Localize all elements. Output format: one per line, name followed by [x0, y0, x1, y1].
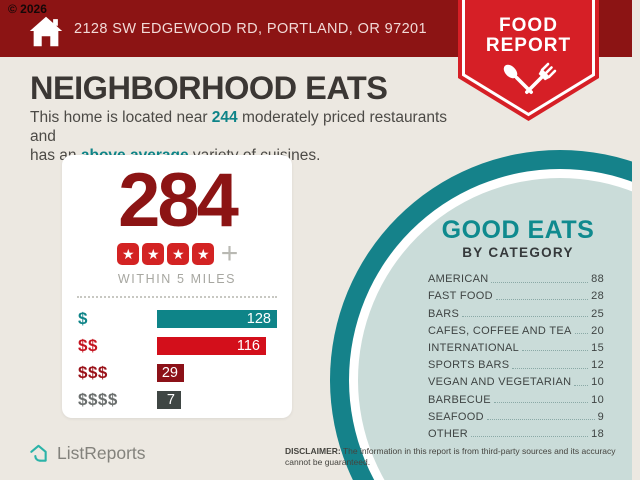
category-label: SPORTS BARS — [428, 359, 510, 372]
intro-line-1: This home is located near 244 moderately… — [30, 108, 470, 146]
good-eats-subtitle: BY CATEGORY — [462, 245, 574, 260]
category-row: OTHER 18 — [428, 423, 604, 440]
property-address: 2128 SW EDGEWOOD RD, PORTLAND, OR 97201 — [74, 20, 427, 37]
intro-segment: This home is located near — [30, 109, 212, 126]
category-row: SPORTS BARS 12 — [428, 354, 604, 371]
page-title: NEIGHBORHOOD EATS — [30, 70, 388, 106]
price-bar: 29 — [157, 364, 184, 382]
copyright-text: © 2026 — [8, 2, 47, 16]
category-value: 10 — [591, 393, 604, 406]
plus-icon: + — [220, 237, 239, 270]
category-value: 15 — [591, 341, 604, 354]
category-row: FAST FOOD 28 — [428, 285, 604, 302]
badge-ribbon-shape — [458, 0, 599, 121]
star-icon: ★ — [117, 243, 140, 265]
category-row: SEAFOOD 9 — [428, 406, 604, 423]
brand-name: ListReports — [57, 443, 146, 463]
category-label: AMERICAN — [428, 273, 489, 286]
dotted-leader — [491, 281, 589, 283]
category-label: INTERNATIONAL — [428, 341, 520, 354]
dotted-leader — [574, 384, 589, 386]
dotted-leader — [495, 298, 589, 300]
category-value: 12 — [591, 359, 604, 372]
intro-segment: moderately priced restaurants and — [30, 109, 448, 145]
good-eats-header: GOOD EATS BY CATEGORY — [428, 217, 608, 260]
category-value: 25 — [591, 307, 604, 320]
price-bar-row: $$$ 29 — [78, 363, 292, 382]
dotted-leader — [462, 316, 589, 318]
badge-title-line2: REPORT — [485, 35, 572, 56]
dotted-divider — [77, 296, 277, 298]
price-tier-label: $$ — [78, 336, 98, 355]
category-label: BARBECUE — [428, 393, 491, 406]
category-label: OTHER — [428, 427, 468, 440]
home-icon — [29, 16, 63, 47]
food-report-badge: FOOD REPORT — [458, 0, 599, 122]
dotted-leader — [512, 367, 589, 369]
dotted-leader — [522, 350, 589, 352]
star-rating: ★ ★ ★ ★ + — [62, 237, 292, 270]
price-tier-label: $ — [78, 309, 88, 328]
dotted-leader — [493, 402, 589, 403]
good-eats-title: GOOD EATS — [441, 216, 595, 244]
disclaimer-text: DISCLAIMER: The information in this repo… — [285, 446, 630, 467]
price-bar: 128 — [157, 310, 277, 328]
category-value: 18 — [591, 427, 604, 440]
category-value: 9 — [597, 410, 604, 423]
category-value: 20 — [591, 324, 604, 337]
category-label: FAST FOOD — [428, 290, 493, 303]
dotted-leader — [471, 436, 589, 438]
total-restaurants-count: 284 — [118, 158, 239, 243]
utensils-icon — [503, 62, 556, 94]
category-row: AMERICAN 88 — [428, 268, 604, 285]
dotted-leader — [486, 419, 595, 421]
category-value: 28 — [591, 290, 604, 303]
right-margin-gutter — [632, 0, 640, 480]
price-tier-label: $$$$ — [78, 390, 118, 409]
price-bar-row: $$$$ 7 — [78, 390, 292, 409]
price-bar-row: $128 — [78, 309, 292, 328]
listreports-logo: ListReports — [28, 443, 146, 464]
category-row: BARS 25 — [428, 302, 604, 320]
price-bar: 116 — [157, 337, 266, 355]
category-label: SEAFOOD — [428, 410, 484, 423]
category-row: INTERNATIONAL 15 — [428, 337, 604, 354]
category-label: VEGAN AND VEGETARIAN — [428, 376, 572, 389]
radius-caption: WITHIN 5 MILES — [117, 272, 237, 286]
dotted-leader — [574, 333, 589, 335]
category-value: 88 — [591, 273, 604, 286]
listreports-house-icon — [30, 444, 47, 462]
disclaimer-body: The information in this report is from t… — [285, 446, 616, 467]
category-label: CAFES, COFFEE AND TEA — [428, 324, 572, 337]
star-icon: ★ — [192, 243, 215, 265]
category-label: BARS — [428, 307, 460, 320]
badge-title-line1: FOOD — [499, 15, 558, 36]
category-row: BARBECUE 10 — [428, 388, 604, 406]
price-tier-bar-chart: $128 $$ 116 $$$ 29 $$$$ 7 — [62, 309, 292, 409]
category-row: VEGAN AND VEGETARIAN 10 — [428, 371, 604, 388]
category-value: 10 — [591, 376, 604, 389]
price-tier-label: $$$ — [78, 363, 108, 382]
intro-highlight: 244 — [211, 109, 238, 126]
star-icon: ★ — [142, 243, 165, 265]
disclaimer-label: DISCLAIMER: — [285, 446, 341, 456]
price-bar: 7 — [157, 391, 181, 409]
price-bar-row: $$ 116 — [78, 336, 292, 355]
category-row: CAFES, COFFEE AND TEA 20 — [428, 320, 604, 337]
cuisine-category-list: AMERICAN 88 FAST FOOD 28 BARS 25 CAFES, COFFEE… — [428, 268, 604, 440]
star-icon: ★ — [167, 243, 190, 265]
restaurant-summary-card: 284 ★ ★ ★ ★ + WITHIN 5 MILES $128 $$ 116 $$$ 29 $… — [62, 155, 292, 418]
